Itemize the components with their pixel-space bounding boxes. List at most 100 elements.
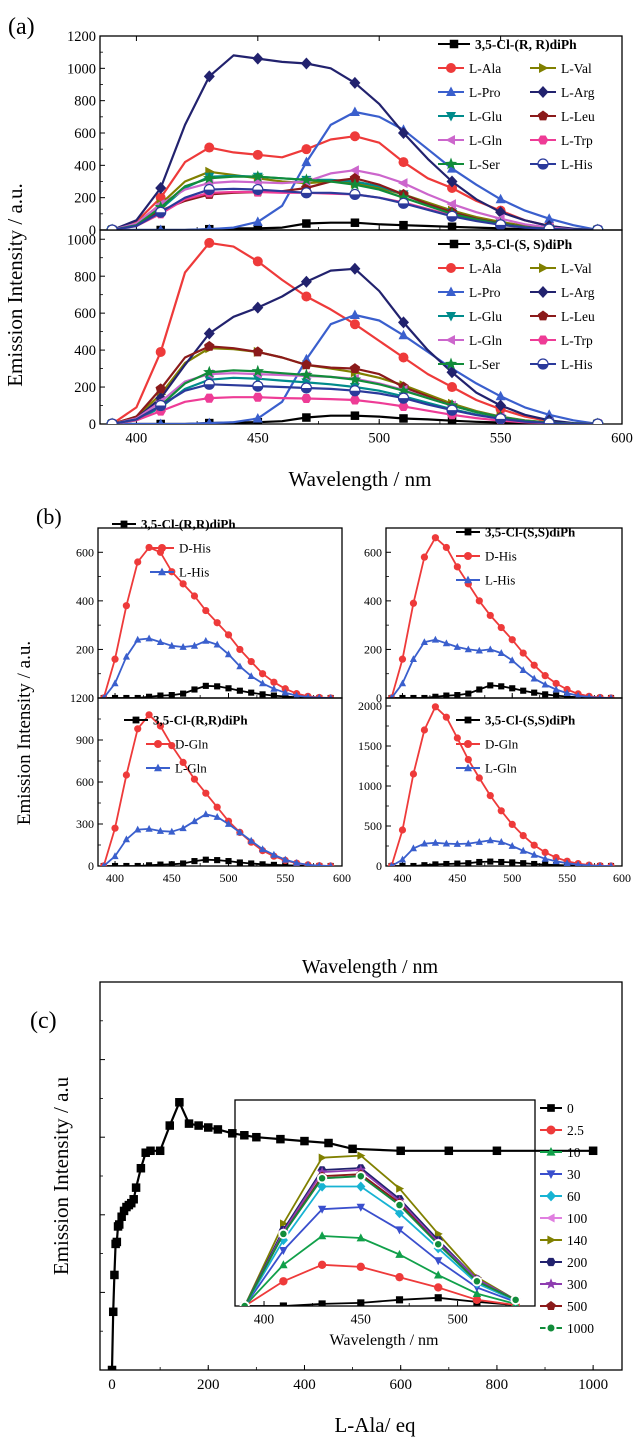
- data-point: [225, 685, 232, 692]
- data-point: [432, 861, 439, 866]
- data-point: [156, 827, 164, 834]
- legend-label: L-Trp: [561, 133, 593, 148]
- data-point: [398, 316, 409, 329]
- y-tick-label: 0: [88, 859, 94, 873]
- x-axis-label: L-Ala/ eq: [334, 1413, 416, 1437]
- data-point: [293, 859, 301, 866]
- data-point: [349, 172, 361, 183]
- data-point: [575, 860, 581, 866]
- legend-marker: [464, 740, 472, 748]
- data-point: [486, 836, 494, 844]
- data-point: [301, 144, 312, 155]
- data-point: [552, 685, 560, 693]
- data-point: [495, 399, 507, 412]
- data-point: [123, 862, 130, 866]
- data-point: [464, 645, 472, 653]
- legend-marker: [546, 1190, 556, 1202]
- x-tick-label: 450: [448, 871, 466, 885]
- data-point: [180, 860, 187, 866]
- data-point: [302, 219, 311, 228]
- legend-label: 3,5-Cl-(R, R)diPh: [475, 37, 577, 52]
- legend-marker: [537, 110, 549, 121]
- data-point: [300, 382, 312, 394]
- y-tick-label: 2000: [358, 699, 382, 713]
- data-point: [202, 606, 210, 615]
- data-point: [446, 175, 458, 188]
- legend-label: L-Val: [561, 261, 592, 276]
- legend-b-1: 3,5-Cl-(R,R)diPh D-His L-His: [112, 517, 236, 580]
- data-point: [433, 1239, 444, 1250]
- legend-label: L-Ser: [469, 357, 500, 372]
- y-tick-label: 1500: [358, 739, 382, 753]
- data-point: [134, 825, 142, 833]
- data-point: [114, 1220, 124, 1229]
- data-point: [252, 413, 263, 423]
- data-point: [168, 827, 176, 835]
- y-tick-label: 0: [88, 691, 94, 705]
- data-point: [252, 380, 264, 392]
- legend-marker: [546, 1147, 556, 1156]
- data-point: [442, 839, 450, 847]
- data-point: [395, 1272, 404, 1282]
- data-point: [592, 418, 604, 424]
- x-tick-label: 500: [503, 871, 521, 885]
- data-point: [225, 858, 232, 865]
- legend-label: 10: [567, 1145, 581, 1160]
- data-point: [293, 691, 300, 698]
- data-point: [508, 820, 516, 829]
- data-point: [247, 657, 255, 666]
- data-point: [497, 623, 505, 632]
- data-point: [349, 262, 361, 275]
- data-point: [465, 860, 472, 866]
- data-point: [157, 224, 164, 230]
- data-point: [145, 711, 153, 719]
- x-tick-label: 500: [447, 1312, 468, 1327]
- data-point: [280, 1219, 288, 1228]
- y-tick-label: 400: [74, 158, 96, 174]
- legend-label: 300: [567, 1277, 588, 1292]
- series-line: [243, 1206, 516, 1306]
- legend-label: L-Ala: [469, 61, 501, 76]
- data-point: [270, 692, 277, 698]
- data-point: [247, 672, 255, 679]
- data-point: [123, 694, 130, 698]
- data-point: [398, 679, 407, 687]
- y-tick-label: 600: [76, 545, 94, 559]
- data-point: [389, 694, 394, 698]
- data-point: [476, 686, 483, 693]
- data-point: [328, 694, 333, 698]
- data-point: [155, 206, 167, 218]
- data-point: [519, 832, 527, 840]
- data-point: [156, 638, 164, 645]
- data-point: [179, 580, 187, 588]
- data-point: [252, 346, 263, 357]
- panel-b-x-axis-label: Wavelength / nm: [302, 956, 439, 978]
- y-tick-label: 1200: [70, 691, 94, 705]
- x-tick-label: 600: [613, 871, 631, 885]
- legend-label: 2.5: [567, 1123, 584, 1138]
- legend-marker: [449, 239, 459, 249]
- data-point: [155, 1146, 165, 1156]
- data-point: [157, 861, 164, 866]
- data-point: [608, 694, 614, 698]
- chart-a-bottom: 400 450 500 550 600 0 200 400 600 800 1000 3,5-Cl-(…: [67, 229, 633, 491]
- x-tick-label: 600: [611, 431, 633, 447]
- legend-label: L-Glu: [469, 309, 502, 324]
- legend-label: L-His: [561, 357, 593, 372]
- data-point: [203, 171, 216, 184]
- data-point: [446, 210, 458, 222]
- legend-marker: [539, 63, 549, 73]
- legend-marker: [545, 1322, 557, 1334]
- legend-label: 3,5-Cl-(R,R)diPh: [153, 713, 248, 728]
- data-point: [205, 417, 213, 424]
- data-point: [508, 636, 516, 644]
- data-point: [194, 1121, 203, 1130]
- data-point: [454, 860, 461, 866]
- data-point: [453, 840, 461, 847]
- data-point: [431, 703, 439, 711]
- data-point: [204, 237, 215, 248]
- legend-marker: [445, 135, 455, 145]
- data-point: [122, 835, 130, 843]
- data-point: [486, 645, 494, 653]
- data-point: [165, 1121, 175, 1130]
